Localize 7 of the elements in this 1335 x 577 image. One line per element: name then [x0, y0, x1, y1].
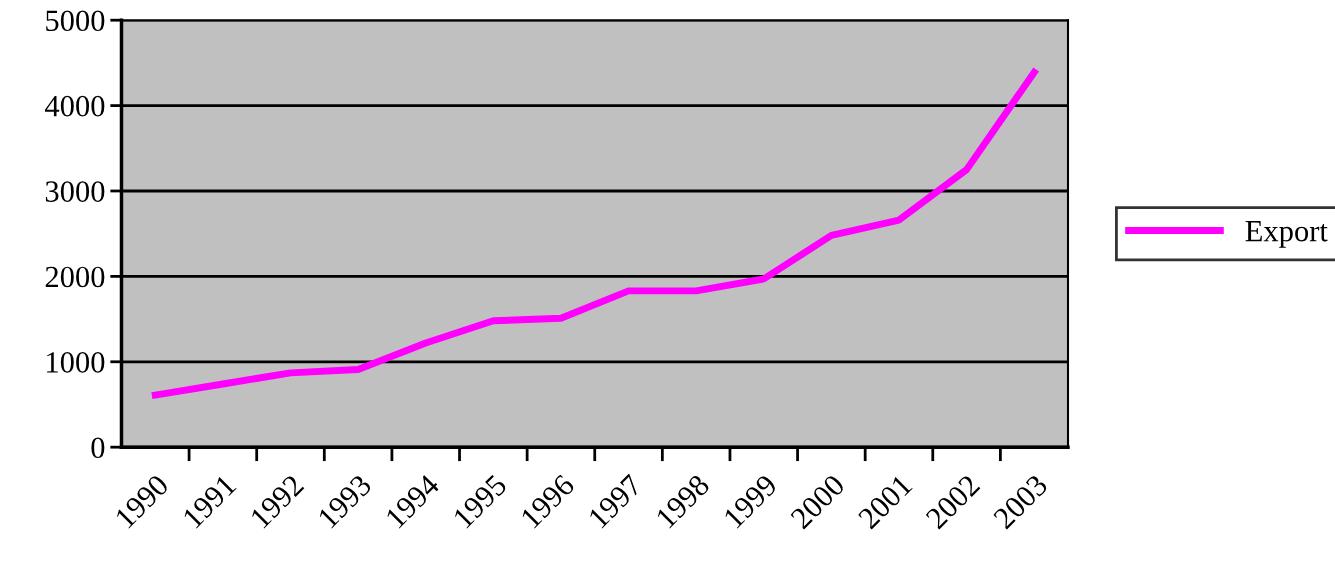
- y-tick-label: 3000: [45, 181, 105, 202]
- y-tick-label: 5000: [46, 10, 105, 32]
- legend-label: Export: [1245, 221, 1328, 248]
- y-tick-label: 4000: [45, 95, 105, 117]
- y-tick-label: 2000: [45, 266, 105, 288]
- y-tick-label: 0: [91, 437, 105, 459]
- y-tick-label: 1000: [47, 352, 105, 373]
